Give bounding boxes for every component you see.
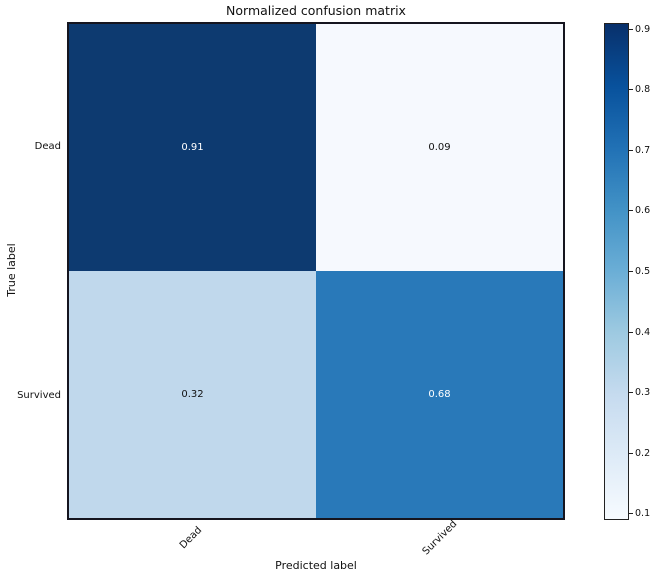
heatmap-plot-area: 0.91 0.09 0.32 0.68 xyxy=(67,22,565,520)
colorbar-tick-mark xyxy=(629,452,633,454)
colorbar-tick-value: 0.9 xyxy=(635,23,651,35)
colorbar-tick-value: 0.7 xyxy=(635,144,651,156)
colorbar-tick-value: 0.1 xyxy=(635,508,651,520)
y-axis-label: True label xyxy=(5,243,18,297)
x-tick-label-dead: Dead xyxy=(177,524,205,552)
colorbar-tick-mark xyxy=(629,392,633,394)
colorbar-tick: 0.7 xyxy=(629,144,650,156)
colorbar-tick-mark xyxy=(629,28,633,30)
colorbar-tick-labels: 0.9 0.8 0.7 0.6 0.5 0.4 0.3 0.2 0.1 xyxy=(629,23,657,520)
cell-value: 0.32 xyxy=(181,389,204,400)
colorbar-tick-mark xyxy=(629,210,633,212)
y-tick-label-dead: Dead xyxy=(34,141,61,152)
colorbar-tick-value: 0.4 xyxy=(635,326,651,338)
colorbar-tick-mark xyxy=(629,271,633,272)
matrix-cell-true-dead-pred-dead: 0.91 xyxy=(69,24,316,271)
cell-value: 0.91 xyxy=(181,142,204,153)
colorbar-tick: 0.9 xyxy=(629,23,650,35)
colorbar-tick: 0.4 xyxy=(629,326,650,338)
colorbar-tick-mark xyxy=(629,149,633,151)
colorbar-tick: 0.5 xyxy=(629,266,650,278)
x-tick-label-survived: Survived xyxy=(420,518,460,558)
colorbar xyxy=(604,23,629,520)
matrix-cell-true-survived-pred-survived: 0.68 xyxy=(316,271,563,518)
matrix-cell-true-dead-pred-survived: 0.09 xyxy=(316,24,563,271)
matrix-cell-true-survived-pred-dead: 0.32 xyxy=(69,271,316,518)
colorbar-tick-value: 0.6 xyxy=(635,205,651,217)
colorbar-tick-value: 0.5 xyxy=(635,266,651,277)
colorbar-tick: 0.1 xyxy=(629,508,650,520)
colorbar-tick-mark xyxy=(629,513,633,515)
colorbar-tick-value: 0.2 xyxy=(635,447,651,459)
cell-value: 0.68 xyxy=(428,389,451,400)
colorbar-tick-mark xyxy=(629,89,633,91)
chart-title: Normalized confusion matrix xyxy=(226,3,406,18)
colorbar-tick-value: 0.3 xyxy=(635,387,651,399)
colorbar-tick: 0.3 xyxy=(629,387,650,399)
colorbar-tick-value: 0.8 xyxy=(635,84,651,96)
colorbar-tick: 0.2 xyxy=(629,447,650,459)
cell-value: 0.09 xyxy=(428,142,451,153)
colorbar-tick-mark xyxy=(629,331,633,333)
y-tick-label-survived: Survived xyxy=(17,390,61,401)
colorbar-tick: 0.8 xyxy=(629,84,650,96)
x-axis-label: Predicted label xyxy=(275,559,357,572)
colorbar-tick: 0.6 xyxy=(629,205,650,217)
